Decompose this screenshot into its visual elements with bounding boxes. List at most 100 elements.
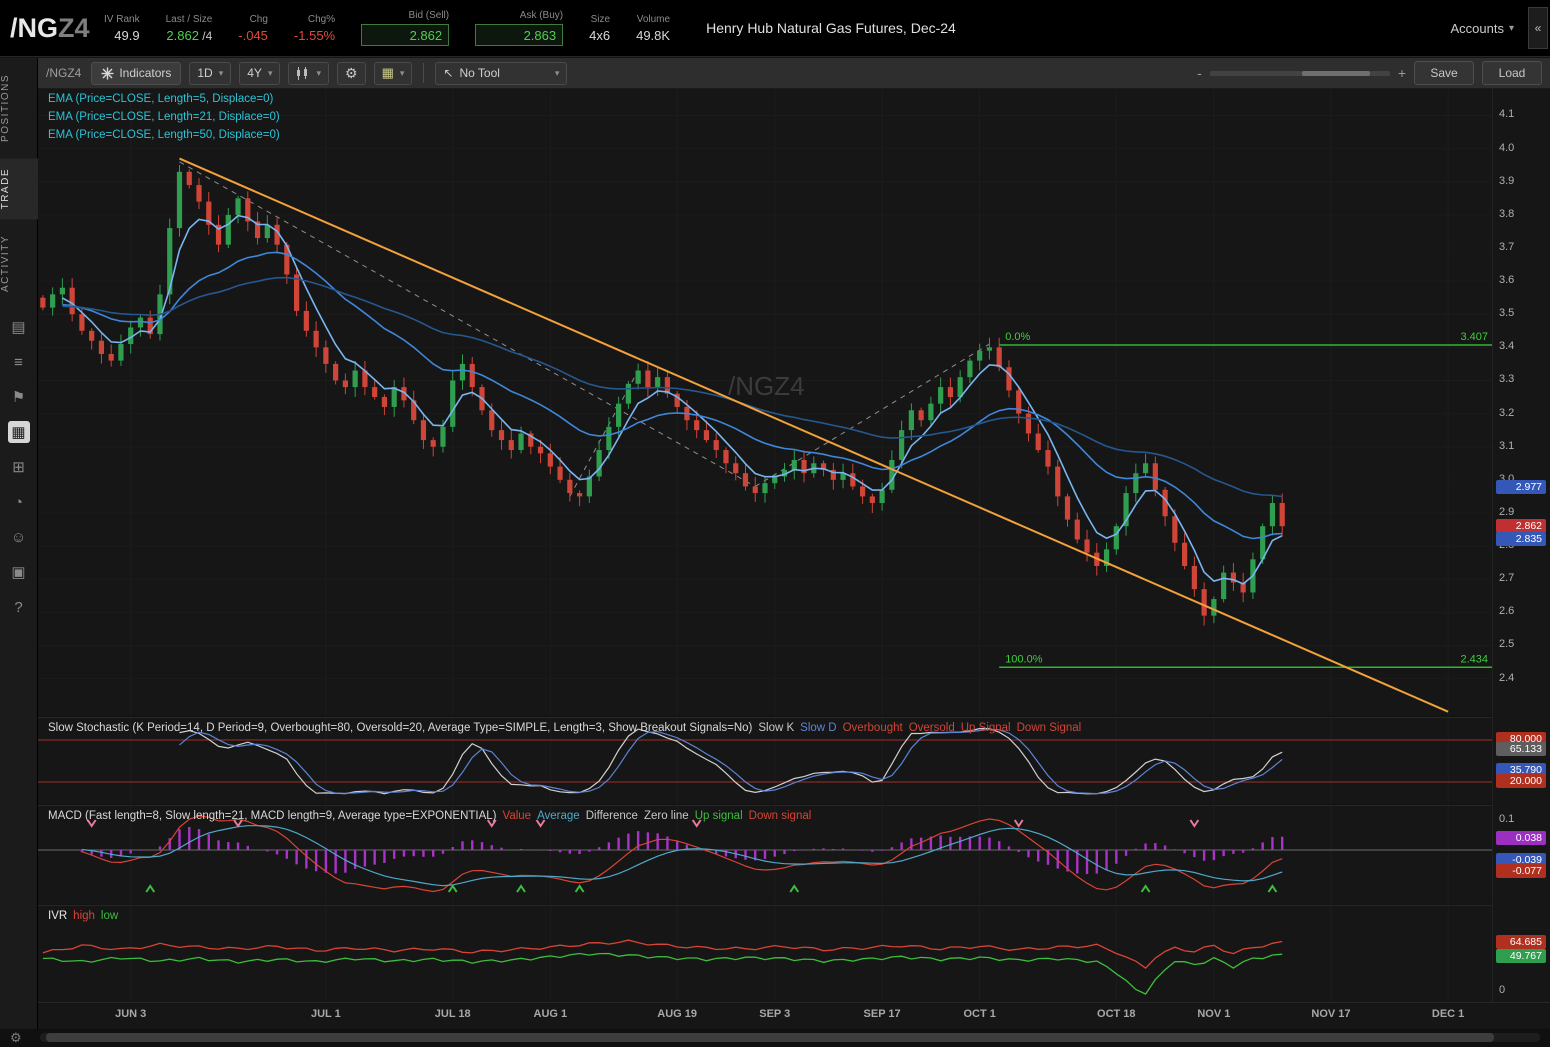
legend-item: Up Signal [961, 722, 1011, 734]
change-pct-value: -1.55% [294, 28, 335, 43]
grid-layout-dropdown[interactable]: ▦ ▾ [374, 62, 413, 85]
ema-label-2: EMA (Price=CLOSE, Length=50, Displace=0) [48, 129, 280, 141]
stochastic-badge: 65.133 [1496, 742, 1546, 756]
symbol-root: /NG [10, 13, 58, 43]
stochastic-pane[interactable]: Slow Stochastic (K Period=14, D Period=9… [38, 717, 1492, 803]
price-tick: 3.6 [1499, 274, 1514, 286]
orders-icon[interactable]: ≡ [8, 351, 30, 373]
iv-rank-label: IV Rank [104, 14, 140, 25]
zoom-slider-handle[interactable] [1302, 71, 1370, 76]
bid-button[interactable]: 2.862 [361, 24, 449, 46]
grid-icon[interactable]: ⊞ [8, 456, 30, 478]
sidebar-tab-trade[interactable]: TRADE [0, 158, 38, 219]
study-title: MACD (Fast length=8, Slow length=21, MAC… [48, 810, 497, 822]
indicators-icon [101, 67, 114, 80]
last-size-label: Last / Size [166, 14, 213, 25]
price-badge: 2.977 [1496, 480, 1546, 494]
study-title: Slow Stochastic (K Period=14, D Period=9… [48, 722, 752, 734]
indicators-button[interactable]: Indicators [91, 62, 181, 85]
alerts-icon[interactable]: ⚑ [8, 386, 30, 408]
load-button[interactable]: Load [1482, 61, 1542, 85]
time-tick-label: JUN 3 [101, 1008, 161, 1020]
chart-watermark: /NGZ4 [728, 371, 805, 402]
zoom-slider[interactable] [1210, 71, 1390, 76]
ask-button[interactable]: 2.863 [475, 24, 563, 46]
chevron-down-icon: ▾ [400, 68, 405, 79]
collapse-panel-button[interactable]: « [1528, 7, 1548, 49]
chevron-down-icon: ▾ [1509, 23, 1514, 34]
indicators-label: Indicators [119, 66, 171, 80]
scrollbar-track[interactable] [40, 1033, 1540, 1042]
stat-ask: Ask (Buy) 2.863 [475, 10, 563, 46]
time-axis[interactable]: JUN 3JUL 1JUL 18AUG 1AUG 19SEP 3SEP 17OC… [38, 1002, 1550, 1028]
gear-icon[interactable]: ⚙ [10, 1030, 22, 1046]
price-axis[interactable]: 2.42.52.62.72.82.93.03.13.23.33.43.53.63… [1492, 89, 1550, 1002]
ema-21-line [62, 252, 1282, 538]
legend-item: high [73, 910, 95, 922]
macd-badge: 0.038 [1496, 831, 1546, 845]
symbol-title: /NGZ4 [0, 13, 104, 44]
ivr-legend: IVRhighlow [48, 910, 124, 922]
legend-item: Zero line [644, 810, 689, 822]
help-icon[interactable]: ? [8, 596, 30, 618]
cursor-icon: ↖ [443, 66, 453, 80]
chart-toolbar: /NGZ4 Indicators 1D ▾ 4Y ▾ ▾ ⚙ ▦ ▾ ↖ No [38, 58, 1550, 89]
ema-label-0: EMA (Price=CLOSE, Length=5, Displace=0) [48, 93, 280, 105]
history-icon[interactable]: ◔ [8, 491, 30, 513]
time-tick-label: DEC 1 [1418, 1008, 1478, 1020]
chevron-down-icon: ▾ [555, 68, 560, 79]
price-tick: 3.9 [1499, 175, 1514, 187]
zoom-out-button[interactable]: - [1197, 65, 1202, 81]
timeframe-value: 1D [197, 66, 212, 80]
ivr-tick: 0 [1499, 984, 1505, 996]
chart-type-dropdown[interactable]: ▾ [288, 62, 329, 85]
ivr-low-line [43, 954, 1282, 995]
time-tick-label: OCT 1 [950, 1008, 1010, 1020]
trendline[interactable] [179, 159, 1448, 712]
last-size-qty: /4 [199, 29, 212, 43]
iv-rank-value: 49.9 [114, 28, 139, 43]
macd-pane[interactable]: MACD (Fast length=8, Slow length=21, MAC… [38, 805, 1492, 903]
price-tick: 3.3 [1499, 373, 1514, 385]
save-button[interactable]: Save [1414, 61, 1474, 85]
drawing-tool-dropdown[interactable]: ↖ No Tool ▾ [435, 62, 567, 85]
chart-icon[interactable]: ▦ [8, 421, 30, 443]
community-icon[interactable]: ☺ [8, 526, 30, 548]
svg-text:0.0%: 0.0% [1005, 331, 1030, 343]
fib-retracement: 0.0%3.407100.0%2.434 [999, 331, 1492, 667]
price-tick: 2.4 [1499, 672, 1514, 684]
stat-change: Chg -.045 [238, 14, 268, 43]
monitor-icon[interactable]: ▤ [8, 316, 30, 338]
ivr-pane[interactable]: IVRhighlow [38, 905, 1492, 1002]
scrollbar-handle[interactable] [46, 1033, 1494, 1042]
price-badge: 2.862 [1496, 519, 1546, 533]
stat-size: Size 4x6 [589, 14, 610, 43]
svg-text:100.0%: 100.0% [1005, 653, 1043, 665]
stat-last-size: Last / Size 2.862 /4 [166, 14, 213, 43]
timeframe-dropdown[interactable]: 1D ▾ [189, 62, 231, 85]
change-value: -.045 [238, 28, 268, 43]
range-dropdown[interactable]: 4Y ▾ [239, 62, 280, 85]
trading-platform-window: /NGZ4 IV Rank 49.9 Last / Size 2.862 /4 … [0, 0, 1550, 1047]
price-badge: 2.835 [1496, 532, 1546, 546]
ivr-high-line [43, 940, 1282, 968]
volume-label: Volume [637, 14, 670, 25]
products-icon[interactable]: ▣ [8, 561, 30, 583]
sidebar-tab-positions[interactable]: POSITIONS [0, 64, 38, 152]
price-tick: 4.1 [1499, 108, 1514, 120]
chart-settings-button[interactable]: ⚙ [337, 62, 366, 85]
price-chart-pane[interactable]: /NGZ4 EMA (Price=CLOSE, Length=5, Displa… [38, 89, 1492, 715]
price-chart-svg: 0.0%3.407100.0%2.434 [38, 89, 1492, 715]
ema-legend: EMA (Price=CLOSE, Length=5, Displace=0) E… [48, 93, 280, 141]
zoom-in-button[interactable]: + [1398, 65, 1406, 81]
legend-item: Average [537, 810, 580, 822]
quote-header: /NGZ4 IV Rank 49.9 Last / Size 2.862 /4 … [0, 0, 1550, 57]
stat-volume: Volume 49.8K [636, 14, 670, 43]
tool-label: No Tool [459, 66, 499, 80]
legend-item: Up signal [695, 810, 743, 822]
bid-label: Bid (Sell) [409, 10, 450, 21]
time-tick-label: SEP 3 [745, 1008, 805, 1020]
toolbar-divider [423, 63, 424, 83]
sidebar-tab-activity[interactable]: ACTIVITY [0, 225, 38, 302]
accounts-dropdown[interactable]: Accounts ▾ [1450, 21, 1514, 36]
